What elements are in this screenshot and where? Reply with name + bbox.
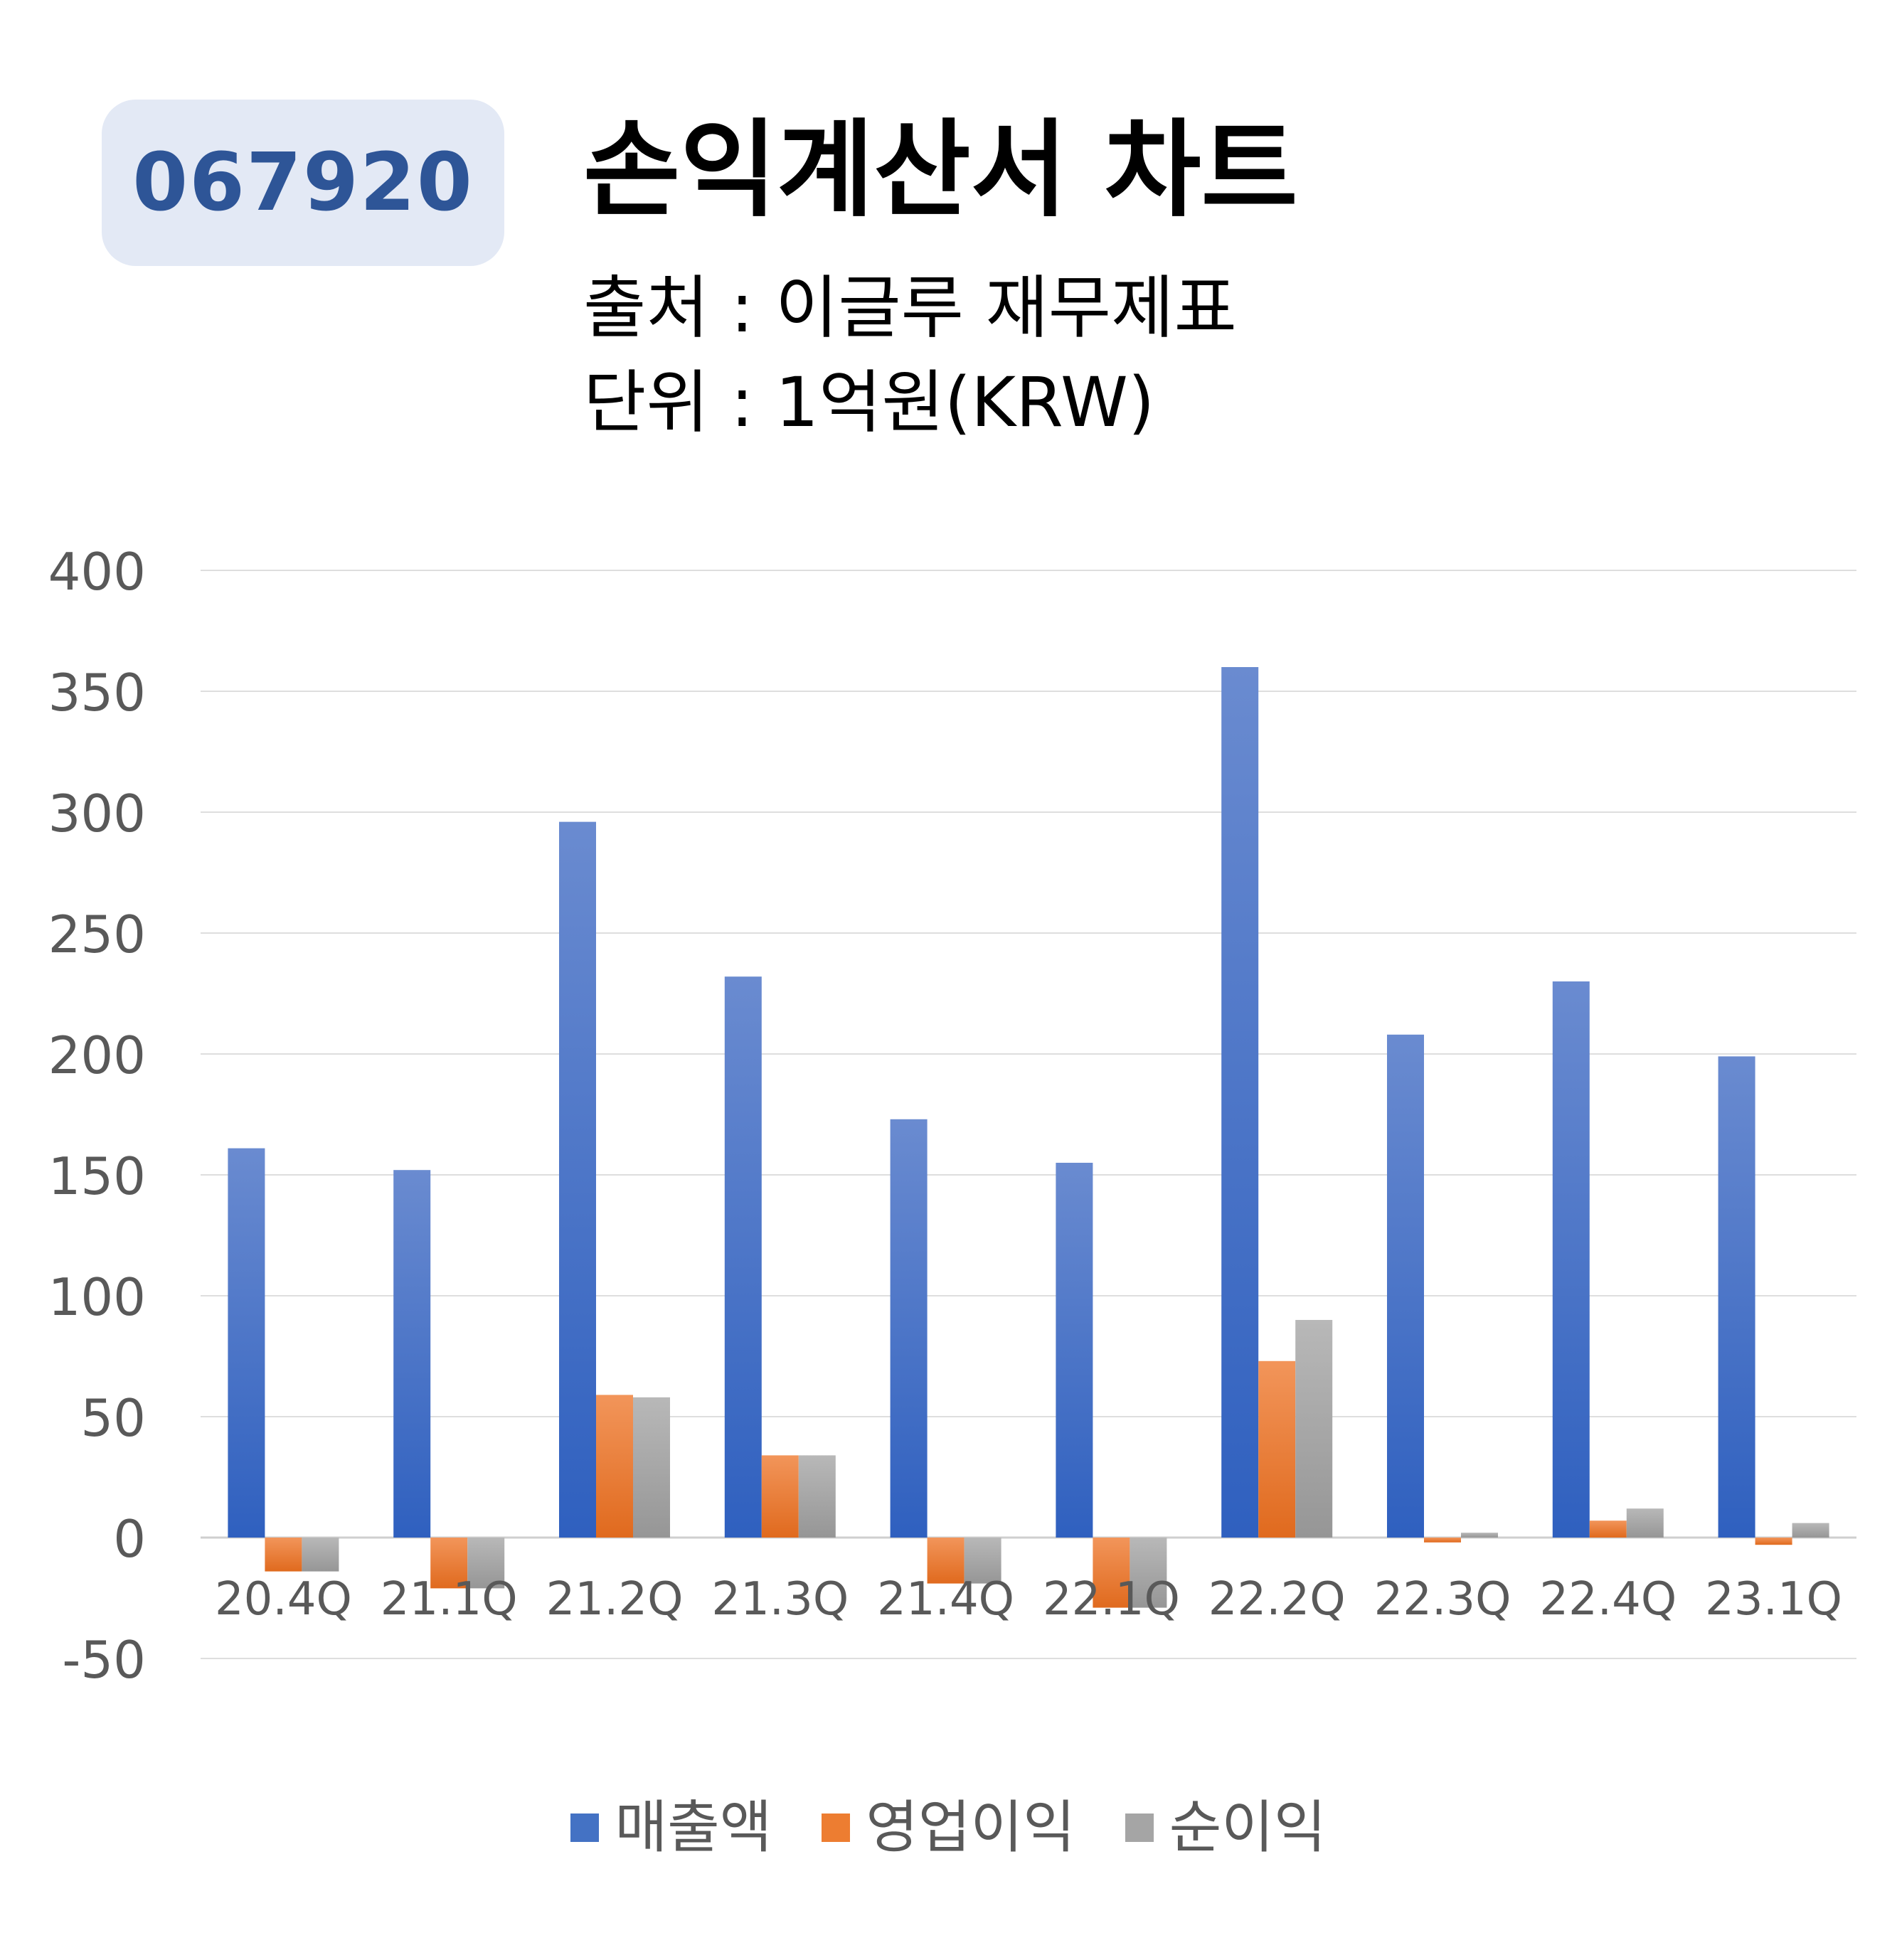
unit-label: 단위 : 1억원(KRW) (583, 363, 1155, 442)
operating-profit-bar (1424, 1538, 1461, 1543)
source-label: 출처 : 이글루 재무제표 (583, 268, 1237, 348)
y-tick-label: 250 (48, 905, 146, 964)
revenue-bar (1387, 1034, 1424, 1538)
y-axis-ticks: -50 0 50 100 150 200 250 300 350 400 (48, 542, 146, 1690)
legend-swatch-revenue (570, 1813, 600, 1842)
revenue-bar (1221, 667, 1259, 1538)
x-tick-label: 22.1Q (1043, 1573, 1180, 1626)
net-profit-bar (1626, 1508, 1664, 1538)
x-tick-label: 21.2Q (546, 1573, 684, 1626)
legend-label-net: 순이익 (1169, 1794, 1327, 1860)
ticker-code: 067920 (132, 137, 474, 229)
x-tick-label: 20.4Q (215, 1573, 352, 1626)
operating-profit-bar (1589, 1520, 1627, 1538)
y-tick-label: 400 (48, 542, 146, 602)
operating-profit-bar (265, 1538, 302, 1572)
bar-chart: -50 0 50 100 150 200 250 300 350 400 20.4Q 21.1Q 21… (48, 542, 1856, 1690)
legend-label-revenue: 매출액 (615, 1794, 772, 1860)
legend-swatch-net (1125, 1813, 1154, 1842)
revenue-bar (228, 1148, 265, 1538)
net-profit-bar (302, 1538, 339, 1572)
net-profit-bar (798, 1455, 836, 1538)
revenue-bar (1552, 981, 1590, 1538)
gridlines (201, 570, 1856, 1659)
bars (228, 667, 1829, 1608)
y-tick-label: 200 (48, 1026, 146, 1085)
legend-swatch-operating (822, 1813, 851, 1842)
legend-label-operating: 영업이익 (866, 1794, 1075, 1860)
operating-profit-bar (1755, 1538, 1792, 1545)
legend-item-net: 순이익 (1125, 1799, 1327, 1856)
net-profit-bar (964, 1538, 1001, 1584)
operating-profit-bar (761, 1455, 799, 1538)
ticker-badge: 067920 (102, 100, 504, 266)
net-profit-bar (1130, 1538, 1167, 1608)
y-tick-label: 150 (48, 1146, 146, 1206)
x-tick-label: 22.4Q (1539, 1573, 1677, 1626)
operating-profit-bar (596, 1395, 633, 1538)
x-axis-ticks: 20.4Q 21.1Q 21.2Q 21.3Q 21.4Q 22.1Q 22.2Q 22.3Q… (215, 1573, 1842, 1626)
net-profit-bar (633, 1397, 670, 1538)
legend-item-operating: 영업이익 (822, 1799, 1075, 1856)
x-tick-label: 22.2Q (1208, 1573, 1346, 1626)
x-tick-label: 21.1Q (381, 1573, 518, 1626)
x-tick-label: 21.3Q (711, 1573, 849, 1626)
legend: 매출액 영업이익 순이익 (0, 1799, 1897, 1856)
x-tick-label: 23.1Q (1705, 1573, 1842, 1626)
x-tick-label: 21.4Q (877, 1573, 1014, 1626)
y-tick-label: 50 (80, 1388, 146, 1448)
revenue-bar (559, 821, 596, 1538)
revenue-bar (393, 1170, 431, 1538)
y-tick-label: 350 (48, 663, 146, 723)
revenue-bar (1718, 1056, 1755, 1538)
operating-profit-bar (1258, 1360, 1296, 1538)
y-tick-label: -50 (62, 1630, 146, 1690)
net-profit-bar (1295, 1320, 1333, 1538)
net-profit-bar (1461, 1533, 1498, 1538)
net-profit-bar (1792, 1523, 1829, 1538)
revenue-bar (1056, 1163, 1093, 1538)
y-tick-label: 300 (48, 784, 146, 843)
net-profit-bar (467, 1538, 505, 1589)
y-tick-label: 0 (113, 1509, 146, 1569)
revenue-bar (724, 976, 762, 1538)
chart-title: 손익계산서 차트 (583, 109, 1298, 231)
operating-profit-bar (927, 1538, 965, 1584)
operating-profit-bar (1093, 1538, 1130, 1608)
y-tick-label: 100 (48, 1267, 146, 1327)
operating-profit-bar (430, 1538, 468, 1589)
x-tick-label: 22.3Q (1374, 1573, 1511, 1626)
legend-item-revenue: 매출액 (570, 1799, 772, 1856)
revenue-bar (890, 1119, 928, 1538)
